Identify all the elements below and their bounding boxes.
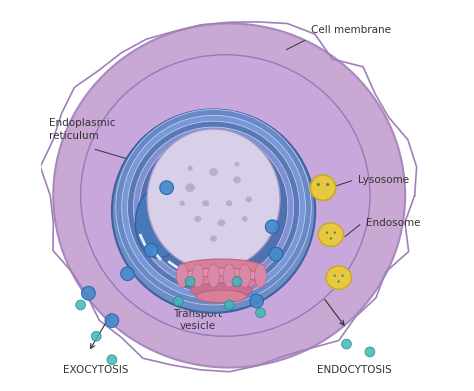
Ellipse shape [209,168,218,176]
Ellipse shape [76,300,85,310]
Ellipse shape [232,277,242,286]
Ellipse shape [173,296,183,306]
Ellipse shape [329,237,332,240]
Ellipse shape [317,183,320,186]
Ellipse shape [226,200,232,206]
Ellipse shape [337,280,340,283]
Ellipse shape [190,283,253,297]
Ellipse shape [194,216,201,222]
Text: Golgi: Golgi [245,274,272,284]
Ellipse shape [255,308,265,317]
Ellipse shape [91,331,101,341]
Ellipse shape [269,248,283,261]
Ellipse shape [208,264,219,287]
Ellipse shape [53,23,405,368]
Ellipse shape [187,166,193,170]
Ellipse shape [310,175,336,200]
Ellipse shape [112,109,315,313]
Text: ENDOCYTOSIS: ENDOCYTOSIS [317,365,392,375]
Ellipse shape [342,339,351,349]
Text: Endosome: Endosome [366,218,420,228]
Ellipse shape [265,220,279,233]
Ellipse shape [178,259,264,277]
Ellipse shape [326,183,329,186]
Ellipse shape [176,264,188,287]
Ellipse shape [136,188,182,258]
Ellipse shape [82,286,95,300]
Ellipse shape [160,181,173,194]
Ellipse shape [128,121,300,293]
Ellipse shape [180,201,185,206]
Ellipse shape [365,347,375,357]
Ellipse shape [246,196,252,203]
Ellipse shape [223,264,235,287]
Ellipse shape [235,162,239,167]
Ellipse shape [250,294,264,308]
Ellipse shape [326,231,328,234]
Ellipse shape [334,274,336,277]
Text: Transport
vesicle: Transport vesicle [173,309,222,331]
Ellipse shape [133,127,294,287]
Ellipse shape [121,267,134,281]
Ellipse shape [224,300,234,310]
Ellipse shape [218,219,225,226]
Text: Cell membrane: Cell membrane [311,25,392,35]
Text: EXOCYTOSIS: EXOCYTOSIS [64,365,129,375]
Ellipse shape [81,55,370,336]
Ellipse shape [107,355,117,364]
Ellipse shape [341,274,344,277]
Ellipse shape [210,235,217,242]
Ellipse shape [334,231,336,234]
Ellipse shape [192,264,204,287]
Ellipse shape [144,243,158,257]
Ellipse shape [239,264,251,287]
Ellipse shape [139,133,288,282]
Ellipse shape [326,266,351,289]
Text: Lysosome: Lysosome [358,175,410,185]
Ellipse shape [186,276,256,291]
Ellipse shape [185,277,195,286]
Ellipse shape [233,176,241,183]
Ellipse shape [122,115,305,299]
Ellipse shape [116,109,311,305]
Text: Endoplasmic
reticulum: Endoplasmic reticulum [49,118,116,141]
Ellipse shape [182,268,260,283]
Ellipse shape [196,290,247,303]
Ellipse shape [105,314,118,328]
Ellipse shape [147,129,280,270]
Ellipse shape [185,183,195,192]
Ellipse shape [242,216,248,222]
Ellipse shape [202,200,209,206]
Ellipse shape [255,264,266,287]
Ellipse shape [318,223,344,246]
